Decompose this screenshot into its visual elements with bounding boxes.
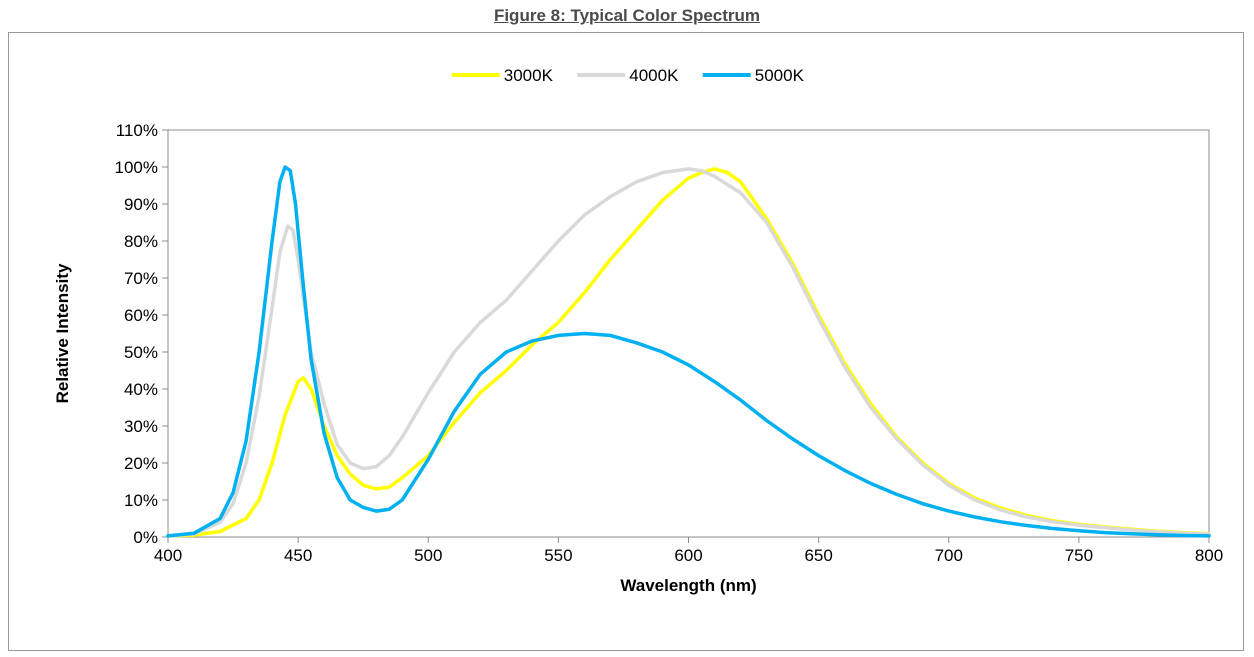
x-tick-label: 800 bbox=[1195, 546, 1223, 565]
y-tick-label: 100% bbox=[115, 158, 158, 177]
series-line-5000k bbox=[168, 167, 1209, 536]
x-tick-label: 600 bbox=[674, 546, 702, 565]
x-tick-label: 500 bbox=[414, 546, 442, 565]
x-tick-label: 700 bbox=[935, 546, 963, 565]
plot-area-border bbox=[168, 130, 1209, 537]
y-tick-label: 90% bbox=[124, 195, 158, 214]
x-tick-label: 550 bbox=[544, 546, 572, 565]
x-axis-title: Wavelength (nm) bbox=[620, 576, 756, 595]
legend: 3000K 4000K 5000K bbox=[452, 66, 805, 85]
x-tick-label: 450 bbox=[284, 546, 312, 565]
y-tick-label: 10% bbox=[124, 491, 158, 510]
y-tick-label: 50% bbox=[124, 343, 158, 362]
y-tick-label: 30% bbox=[124, 417, 158, 436]
y-tick-label: 20% bbox=[124, 454, 158, 473]
legend-label-5000k: 5000K bbox=[755, 66, 805, 85]
x-tick-label: 750 bbox=[1065, 546, 1093, 565]
x-tick-label: 650 bbox=[804, 546, 832, 565]
y-tick-label: 0% bbox=[133, 528, 158, 547]
series-lines bbox=[168, 167, 1209, 536]
legend-label-3000k: 3000K bbox=[504, 66, 554, 85]
y-tick-label: 40% bbox=[124, 380, 158, 399]
y-axis-title: Relative Intensity bbox=[53, 263, 72, 403]
y-tick-label: 110% bbox=[116, 121, 158, 140]
y-tick-label: 70% bbox=[124, 269, 158, 288]
y-tick-label: 60% bbox=[124, 306, 158, 325]
legend-label-4000k: 4000K bbox=[629, 66, 679, 85]
x-tick-label: 400 bbox=[154, 546, 182, 565]
series-line-4000k bbox=[168, 169, 1209, 536]
y-tick-label: 80% bbox=[124, 232, 158, 251]
series-line-3000k bbox=[168, 169, 1209, 536]
